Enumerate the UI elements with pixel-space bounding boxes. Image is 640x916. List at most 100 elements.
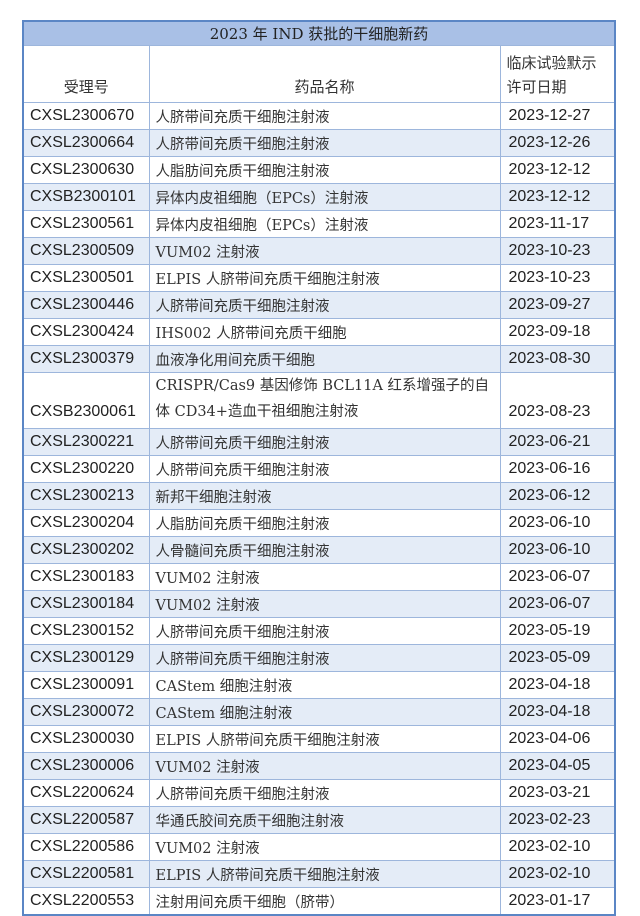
table-row: CXSB2300061 CRISPR/Cas9 基因修饰 BCL11A 红系增强子… [22,372,616,429]
drug-name-cell: VUM02 注射液 [148,563,501,591]
approval-date-cell: 2023-05-09 [499,644,616,672]
acceptance-number-cell: CXSL2200586 [22,833,150,861]
approval-date-cell: 2023-12-27 [499,102,616,130]
table-row: CXSL2200586 VUM02 注射液 2023-02-10 [22,833,616,861]
approval-date-cell: 2023-06-21 [499,428,616,456]
table-row: CXSL2300072 CAStem 细胞注射液 2023-04-18 [22,698,616,726]
drug-name-cell: CRISPR/Cas9 基因修饰 BCL11A 红系增强子的自体 CD34+造血… [148,372,501,429]
approval-date-cell: 2023-10-23 [499,237,616,265]
drug-name-cell: 注射用间充质干细胞（脐带） [148,887,501,916]
acceptance-number-cell: CXSL2300030 [22,725,150,753]
approval-date-cell: 2023-04-18 [499,671,616,699]
acceptance-number-cell: CXSL2200581 [22,860,150,888]
approval-date-cell: 2023-09-27 [499,291,616,319]
drug-name-cell: 异体内皮祖细胞（EPCs）注射液 [148,183,501,211]
drug-name-cell: VUM02 注射液 [148,590,501,618]
table-row: CXSL2300630 人脂肪间充质干细胞注射液 2023-12-12 [22,156,616,184]
acceptance-number-cell: CXSL2300670 [22,102,150,130]
approval-date-cell: 2023-06-12 [499,482,616,510]
approval-date-cell: 2023-05-19 [499,617,616,645]
acceptance-number-cell: CXSL2300664 [22,129,150,157]
acceptance-number-cell: CXSL2300221 [22,428,150,456]
approval-date-cell: 2023-02-10 [499,860,616,888]
table-row: CXSL2300664 人脐带间充质干细胞注射液 2023-12-26 [22,129,616,157]
approval-date-cell: 2023-08-23 [499,372,616,429]
approval-date-cell: 2023-10-23 [499,264,616,292]
approval-date-cell: 2023-09-18 [499,318,616,346]
drug-name-cell: 人脐带间充质干细胞注射液 [148,102,501,130]
approval-date-cell: 2023-06-10 [499,536,616,564]
table-row: CXSL2300006 VUM02 注射液 2023-04-05 [22,752,616,780]
approval-date-cell: 2023-06-07 [499,590,616,618]
header-approval-date: 临床试验默示许可日期 [499,45,616,103]
drug-name-cell: 人脂肪间充质干细胞注射液 [148,509,501,537]
header-drug-name: 药品名称 [148,45,501,103]
drug-name-cell: 血液净化用间充质干细胞 [148,345,501,373]
drug-name-cell: 人脐带间充质干细胞注射液 [148,779,501,807]
drug-name-cell: CAStem 细胞注射液 [148,698,501,726]
table-row: CXSL2300184 VUM02 注射液 2023-06-07 [22,590,616,618]
drug-name-cell: 异体内皮祖细胞（EPCs）注射液 [148,210,501,238]
drug-name-cell: 人脐带间充质干细胞注射液 [148,428,501,456]
table-row: CXSL2300152 人脐带间充质干细胞注射液 2023-05-19 [22,617,616,645]
table-row: CXSL2300221 人脐带间充质干细胞注射液 2023-06-21 [22,428,616,456]
drug-name-cell: CAStem 细胞注射液 [148,671,501,699]
table-row: CXSL2300501 ELPIS 人脐带间充质干细胞注射液 2023-10-23 [22,264,616,292]
table-row: CXSL2300129 人脐带间充质干细胞注射液 2023-05-09 [22,644,616,672]
approval-date-cell: 2023-12-12 [499,156,616,184]
table-row: CXSL2200553 注射用间充质干细胞（脐带） 2023-01-17 [22,887,616,916]
approval-date-cell: 2023-03-21 [499,779,616,807]
approval-date-cell: 2023-06-07 [499,563,616,591]
drug-name-cell: 人脐带间充质干细胞注射液 [148,291,501,319]
approval-date-cell: 2023-04-18 [499,698,616,726]
acceptance-number-cell: CXSL2300204 [22,509,150,537]
acceptance-number-cell: CXSL2300630 [22,156,150,184]
drug-name-cell: 人脂肪间充质干细胞注射液 [148,156,501,184]
table-row: CXSL2200581 ELPIS 人脐带间充质干细胞注射液 2023-02-10 [22,860,616,888]
drug-name-cell: VUM02 注射液 [148,237,501,265]
table-row: CXSL2300424 IHS002 人脐带间充质干细胞 2023-09-18 [22,318,616,346]
acceptance-number-cell: CXSL2200587 [22,806,150,834]
table-title: 2023 年 IND 获批的干细胞新药 [22,20,616,46]
drug-name-cell: 人脐带间充质干细胞注射液 [148,617,501,645]
table-row: CXSL2300091 CAStem 细胞注射液 2023-04-18 [22,671,616,699]
drug-name-cell: IHS002 人脐带间充质干细胞 [148,318,501,346]
drug-name-cell: 人脐带间充质干细胞注射液 [148,644,501,672]
table-row: CXSL2300670 人脐带间充质干细胞注射液 2023-12-27 [22,102,616,130]
table-row: CXSL2300220 人脐带间充质干细胞注射液 2023-06-16 [22,455,616,483]
acceptance-number-cell: CXSL2300220 [22,455,150,483]
drug-name-cell: ELPIS 人脐带间充质干细胞注射液 [148,860,501,888]
acceptance-number-cell: CXSL2300091 [22,671,150,699]
acceptance-number-cell: CXSL2300183 [22,563,150,591]
table-row: CXSL2300204 人脂肪间充质干细胞注射液 2023-06-10 [22,509,616,537]
approval-date-cell: 2023-04-06 [499,725,616,753]
acceptance-number-cell: CXSL2300072 [22,698,150,726]
table-row: CXSL2300202 人骨髓间充质干细胞注射液 2023-06-10 [22,536,616,564]
drug-name-cell: 新邦干细胞注射液 [148,482,501,510]
acceptance-number-cell: CXSL2300379 [22,345,150,373]
ind-approval-table: 2023 年 IND 获批的干细胞新药 受理号 药品名称 临床试验默示许可日期 … [22,20,617,916]
approval-date-cell: 2023-12-26 [499,129,616,157]
acceptance-number-cell: CXSL2300129 [22,644,150,672]
acceptance-number-cell: CXSL2300501 [22,264,150,292]
approval-date-cell: 2023-01-17 [499,887,616,916]
acceptance-number-cell: CXSL2300152 [22,617,150,645]
acceptance-number-cell: CXSB2300101 [22,183,150,211]
approval-date-cell: 2023-08-30 [499,345,616,373]
acceptance-number-cell: CXSL2300006 [22,752,150,780]
acceptance-number-cell: CXSL2200624 [22,779,150,807]
table-row: CXSL2200587 华通氏胶间充质干细胞注射液 2023-02-23 [22,806,616,834]
approval-date-cell: 2023-02-10 [499,833,616,861]
table-row: CXSL2300561 异体内皮祖细胞（EPCs）注射液 2023-11-17 [22,210,616,238]
approval-date-cell: 2023-02-23 [499,806,616,834]
acceptance-number-cell: CXSL2200553 [22,887,150,916]
table-row: CXSL2300183 VUM02 注射液 2023-06-07 [22,563,616,591]
acceptance-number-cell: CXSL2300424 [22,318,150,346]
approval-date-cell: 2023-12-12 [499,183,616,211]
acceptance-number-cell: CXSL2300202 [22,536,150,564]
table-row: CXSL2300446 人脐带间充质干细胞注射液 2023-09-27 [22,291,616,319]
acceptance-number-cell: CXSL2300446 [22,291,150,319]
drug-name-cell: ELPIS 人脐带间充质干细胞注射液 [148,264,501,292]
approval-date-cell: 2023-06-16 [499,455,616,483]
approval-date-cell: 2023-06-10 [499,509,616,537]
